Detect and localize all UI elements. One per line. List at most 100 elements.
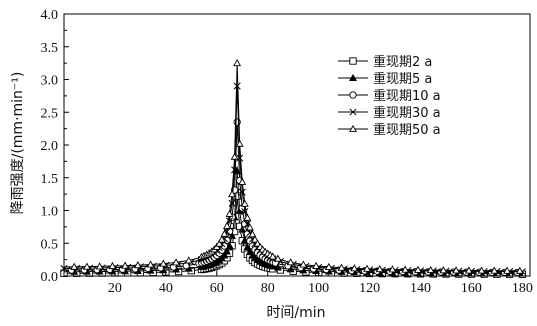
y-tick-label: 1.0 (41, 205, 59, 220)
y-tick-label: 4.0 (41, 8, 59, 23)
legend-label: 重现期10 a (373, 88, 441, 104)
legend-label: 重现期50 a (373, 122, 441, 138)
marker-triangle (464, 266, 473, 274)
marker-triangle (426, 265, 435, 274)
ticks: 20 40 60 80 100 120 140 160 180 0.0 0.5 1.0 1.5 2.0 2.… (41, 8, 533, 296)
marker-x (233, 82, 241, 90)
marker-triangle (184, 256, 193, 264)
y-tick-label: 3.5 (41, 41, 59, 56)
marker-triangle (230, 152, 239, 160)
series-line (63, 122, 523, 273)
legend-item: 重现期2 a (338, 54, 432, 70)
marker-triangle (413, 265, 422, 273)
marker-circle (349, 91, 357, 99)
marker-triangle (95, 262, 104, 270)
marker-x (228, 199, 236, 207)
x-tick-label: 80 (261, 281, 275, 296)
marker-triangle (286, 258, 295, 266)
x-tick-label: 60 (210, 281, 224, 296)
marker-triangle (240, 199, 249, 207)
marker-filled-triangle (238, 225, 247, 233)
marker-triangle (324, 262, 333, 270)
series-2 (63, 167, 524, 277)
legend-item: 重现期30 a (338, 105, 441, 121)
marker-triangle (268, 252, 277, 260)
x-tick-label: 140 (410, 281, 431, 296)
plot-frame (63, 13, 531, 277)
y-tick-label: 0.5 (41, 237, 59, 252)
legend-item: 重现期10 a (338, 88, 441, 104)
x-tick-label: 160 (461, 281, 482, 296)
marker-triangle (238, 177, 247, 185)
x-tick-label: 20 (108, 281, 122, 296)
marker-triangle (215, 239, 224, 247)
y-tick-label: 0.0 (41, 270, 59, 285)
legend-label: 重现期30 a (373, 105, 441, 121)
marker-filled-triangle (349, 73, 357, 82)
marker-triangle (243, 213, 252, 221)
marker-triangle (312, 261, 321, 269)
marker-triangle (146, 260, 155, 268)
x-axis-label: 时间/min (266, 305, 325, 321)
marker-triangle (217, 235, 226, 243)
marker-triangle (350, 264, 359, 272)
x-tick-label: 40 (159, 281, 173, 296)
axes (63, 13, 531, 277)
marker-triangle (82, 262, 91, 270)
marker-triangle (70, 262, 79, 270)
marker-triangle (108, 261, 117, 270)
marker-triangle (228, 190, 237, 198)
marker-triangle (515, 266, 524, 274)
marker-triangle (233, 58, 242, 67)
marker-triangle (220, 229, 229, 237)
y-tick-label: 2.5 (41, 106, 59, 121)
x-tick-label: 180 (512, 281, 533, 296)
marker-triangle (439, 266, 448, 274)
marker-x (238, 188, 246, 196)
marker-triangle (251, 235, 259, 243)
marker-x (349, 108, 357, 116)
y-axis-label: 降雨强度/(mm·min⁻¹) (10, 72, 26, 215)
marker-triangle (235, 139, 244, 147)
series-line (63, 63, 523, 272)
series-4 (60, 82, 526, 276)
marker-triangle (477, 266, 486, 274)
marker-triangle (490, 266, 499, 274)
marker-triangle (401, 265, 410, 273)
marker-triangle (337, 263, 346, 271)
marker-triangle (452, 266, 461, 274)
marker-triangle (388, 265, 397, 273)
marker-triangle (245, 223, 254, 231)
marker-triangle (133, 261, 142, 269)
legend-label: 重现期2 a (373, 54, 432, 70)
y-tick-label: 1.5 (41, 172, 59, 187)
marker-square (349, 57, 357, 65)
x-tick-label: 100 (308, 281, 329, 296)
marker-triangle (349, 124, 357, 133)
x-tick-label: 120 (359, 281, 380, 296)
y-tick-label: 3.0 (41, 74, 59, 89)
legend-item: 重现期50 a (338, 122, 441, 138)
marker-triangle (172, 258, 181, 266)
marker-triangle (503, 266, 512, 274)
plot-series (60, 58, 527, 278)
marker-triangle (273, 254, 282, 262)
marker-triangle (299, 260, 308, 268)
series-5 (63, 58, 524, 274)
marker-filled-triangle (223, 247, 231, 255)
marker-triangle (223, 221, 231, 229)
series-line (63, 86, 523, 273)
marker-triangle (363, 264, 371, 272)
series-line (63, 171, 523, 274)
marker-triangle (225, 209, 234, 217)
marker-filled-triangle (228, 231, 237, 239)
marker-triangle (375, 264, 384, 273)
marker-x (236, 154, 244, 162)
marker-triangle (159, 259, 168, 267)
marker-triangle (121, 261, 130, 269)
marker-triangle (248, 230, 257, 238)
marker-filled-triangle (220, 251, 229, 259)
legend-item: 重现期5 a (338, 71, 432, 87)
